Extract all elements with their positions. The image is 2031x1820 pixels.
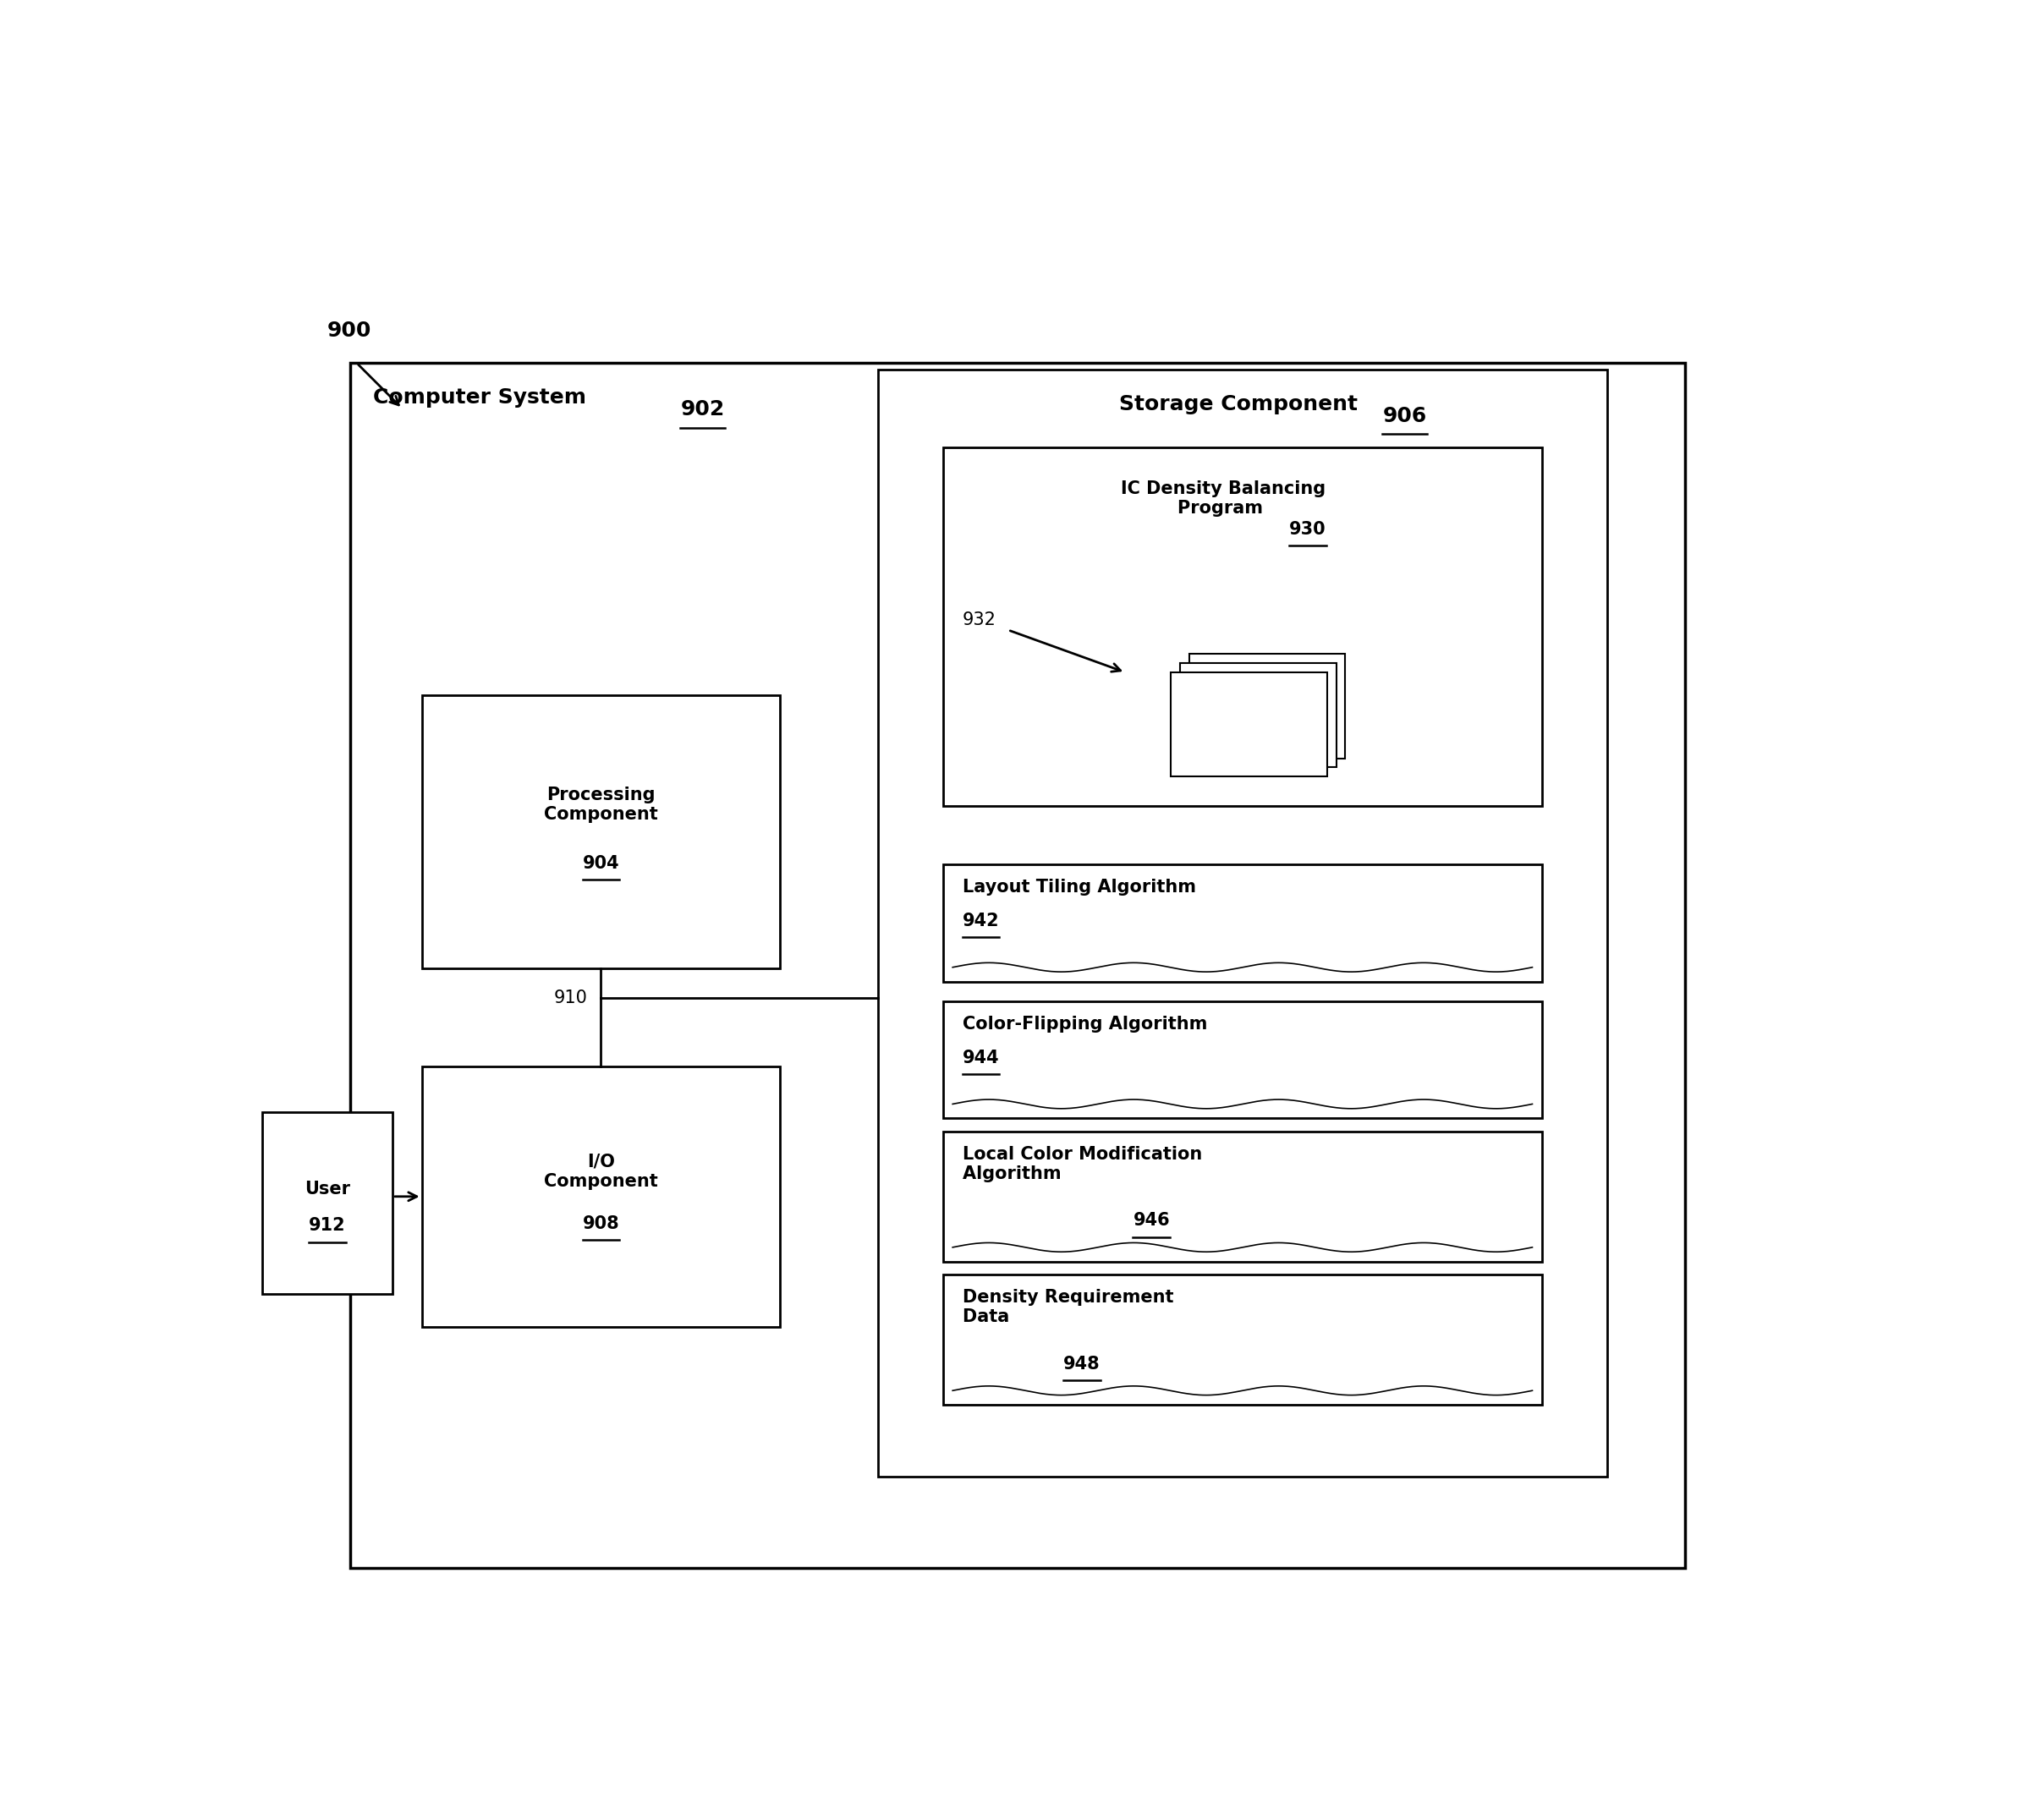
Text: 906: 906 <box>1383 406 1426 426</box>
Bar <box>422 695 780 968</box>
Text: 932: 932 <box>963 612 995 628</box>
Text: I/O
Component: I/O Component <box>544 1154 658 1190</box>
Bar <box>942 1274 1542 1405</box>
Bar <box>1170 672 1326 777</box>
Text: IC Density Balancing
Program: IC Density Balancing Program <box>1121 480 1326 517</box>
Bar <box>422 1067 780 1327</box>
Text: Storage Component: Storage Component <box>1119 395 1365 415</box>
Text: Layout Tiling Algorithm: Layout Tiling Algorithm <box>963 879 1196 895</box>
Bar <box>877 369 1607 1476</box>
Text: User: User <box>305 1179 349 1198</box>
Text: Density Requirement
Data: Density Requirement Data <box>963 1289 1174 1325</box>
Text: 948: 948 <box>1064 1356 1101 1372</box>
Text: Color-Flipping Algorithm: Color-Flipping Algorithm <box>963 1016 1206 1032</box>
Text: 910: 910 <box>554 990 587 1006</box>
Bar <box>262 1112 392 1294</box>
Text: Local Color Modification
Algorithm: Local Color Modification Algorithm <box>963 1147 1202 1183</box>
Text: 902: 902 <box>680 399 725 420</box>
Text: 900: 900 <box>327 320 372 340</box>
Bar <box>942 448 1542 806</box>
Bar <box>349 362 1686 1567</box>
Text: 912: 912 <box>309 1218 345 1234</box>
Bar <box>942 1001 1542 1117</box>
Text: 942: 942 <box>963 912 999 930</box>
Text: 904: 904 <box>583 855 619 872</box>
Bar <box>1180 662 1336 768</box>
Bar <box>1188 653 1345 759</box>
Text: 944: 944 <box>963 1050 999 1067</box>
Bar <box>942 1132 1542 1261</box>
Text: 930: 930 <box>1290 521 1326 537</box>
Text: Processing
Component: Processing Component <box>544 786 658 823</box>
Text: Computer System: Computer System <box>374 388 593 408</box>
Text: 946: 946 <box>1133 1212 1170 1228</box>
Text: 908: 908 <box>583 1216 619 1232</box>
Bar <box>942 864 1542 981</box>
